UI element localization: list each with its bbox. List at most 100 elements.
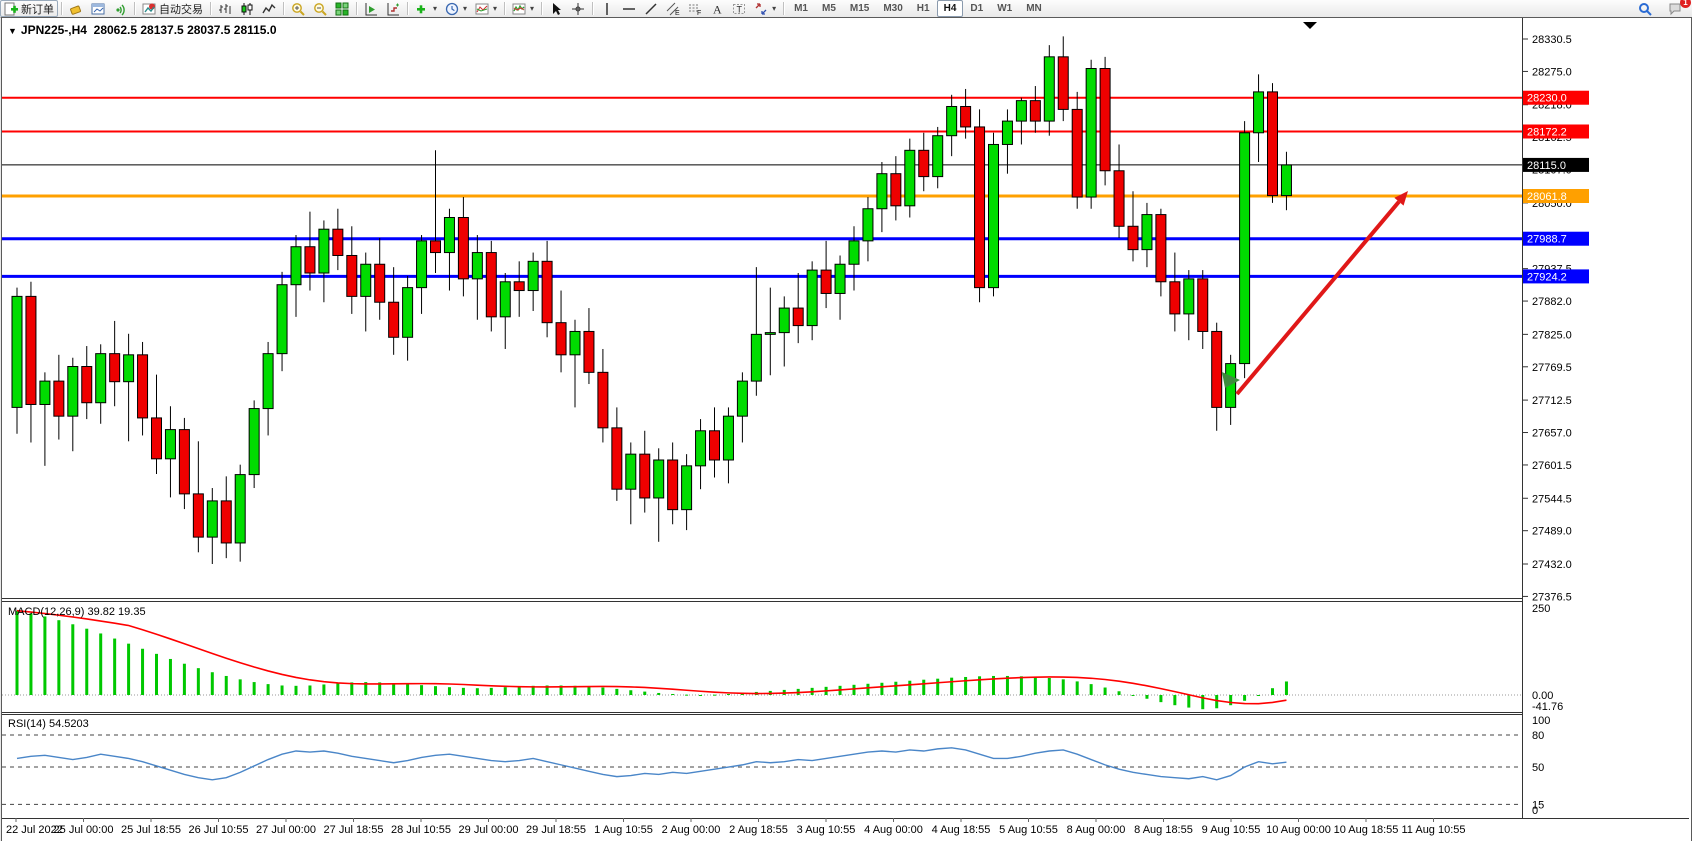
strategy-test-button[interactable] [360,0,382,17]
arrow-tools-button[interactable]: ▾ [750,0,780,17]
time-scale-area[interactable] [2,819,1689,839]
search-button[interactable] [1634,0,1656,17]
bullish-candle [862,208,874,242]
fibonacci-f-button[interactable]: F [684,0,706,17]
step-chart-icon [387,2,399,15]
timeframe-w1-button[interactable]: W1 [997,3,1013,14]
timeframe-m1-button[interactable]: M1 [794,3,808,14]
notifications-button[interactable]: 1 [1664,0,1691,17]
macd-histogram-bar [475,688,479,695]
bearish-candle [1029,100,1041,122]
bar-chart-button[interactable] [214,0,236,17]
macd-histogram-bar [699,695,703,696]
channel-e-button[interactable]: E [662,0,684,17]
timeframe-d1-button[interactable]: D1 [970,3,984,14]
add-indicator-button[interactable]: ▾ [411,0,441,17]
tile-windows-button[interactable] [331,0,353,17]
time-axis-label: 25 Jul 00:00 [54,824,114,836]
chart-canvas[interactable]: 28330.528275.028218.028162.528107.028050… [2,18,1689,839]
time-axis-label: 27 Jul 00:00 [256,824,316,836]
bullish-candle [736,380,748,417]
bullish-candle [67,366,79,417]
timeframe-m30-button[interactable]: M30 [883,3,903,14]
price-badges: 28230.0 28172.2 28115.0 28061.8 27988.7 27924… [1523,90,1589,284]
timeframe-m5-button[interactable]: M5 [821,3,836,14]
chart-window-button[interactable] [87,0,109,17]
bearish-candle [457,217,469,280]
chart-shift-marker-icon[interactable] [1303,22,1317,29]
timeframe-h1-button[interactable]: H1 [916,3,930,14]
price-level-badge [1523,124,1589,139]
macd-histogram-bar [434,686,437,695]
bearish-candle [1155,214,1167,283]
candles-layer [11,36,1292,564]
macd-histogram-bar [964,676,968,695]
bearish-candle [346,254,358,297]
entry-arrow-marker[interactable] [1222,372,1240,388]
trend-arrow-head [1394,191,1408,206]
svg-text:27769.5: 27769.5 [1532,362,1572,374]
bearish-candle [1113,170,1125,227]
auto-trading-button[interactable]: 自动交易 [138,0,207,17]
svg-text:T: T [737,4,743,14]
template-chart-button[interactable]: ▾ [471,0,501,17]
vertical-line-button[interactable] [596,0,618,17]
horizontal-line-button[interactable] [618,0,640,17]
macd-histogram-bar [308,685,312,695]
bullish-candle [876,173,888,210]
macd-histogram-bar [643,691,647,695]
macd-histogram-bar [1005,675,1009,695]
trend-arrow-line[interactable] [1235,200,1401,396]
timeframe-h4-button[interactable]: H4 [936,0,964,17]
text-label-button[interactable]: T [728,0,750,17]
price-scale-area[interactable] [1523,18,1689,818]
eraser-button[interactable] [65,0,87,17]
bearish-candle [485,252,497,318]
macd-histogram-bar [378,682,382,695]
text-a-button[interactable]: A [706,0,728,17]
macd-histogram-bar [908,680,912,695]
macd-histogram-bar [461,687,465,695]
zoom-out-button[interactable] [309,0,331,17]
bullish-candle [946,105,958,137]
period-clock-button[interactable]: ▾ [441,0,471,17]
macd-histogram-bar [420,685,424,695]
chart-window: ▼ JPN225-,H4 28062.5 28137.5 28037.5 2811… [1,17,1692,841]
macd-histogram-bar [447,687,451,695]
svg-text:E: E [675,10,680,16]
crosshair-button[interactable] [567,0,589,17]
macd-histogram-bar [1103,687,1107,695]
signal-button[interactable] [109,0,131,17]
bearish-candle [1169,281,1181,315]
macd-histogram-bar [182,663,186,695]
timeframe-m15-button[interactable]: M15 [849,3,870,14]
macd-histogram-bar [726,693,730,695]
macd-histogram-bar [587,686,591,695]
toolbar-separator [592,2,594,15]
macd-histogram-bar [1229,695,1233,706]
bullish-candle [360,263,372,297]
macd-histogram-bar [322,684,326,695]
bullish-candle [318,228,330,274]
price-level-badge-text: 28172.2 [1527,126,1567,138]
time-axis-label: 4 Aug 00:00 [864,824,923,836]
bullish-candle [653,459,665,499]
toolbar-separator [407,2,408,15]
indicator-list-button[interactable]: ▾ [508,0,538,17]
new-order-button[interactable]: 新订单 [0,0,58,17]
bearish-candle [583,330,595,373]
trend-line-button[interactable] [640,0,662,17]
zoom-in-button[interactable] [287,0,309,17]
time-axis-label: 1 Aug 10:55 [594,824,653,836]
candlestick-chart-button[interactable] [236,0,258,17]
line-chart-button[interactable] [258,0,280,17]
timeframe-mn-button[interactable]: MN [1026,3,1042,14]
cursor-button[interactable] [545,0,567,17]
svg-text:15: 15 [1532,799,1544,811]
step-chart-button[interactable] [382,0,404,17]
candlestick-chart-icon [241,2,253,15]
macd-histogram-bar [1019,676,1023,695]
time-axis-label: 2 Aug 00:00 [662,824,721,836]
macd-histogram-bar [1047,678,1051,695]
